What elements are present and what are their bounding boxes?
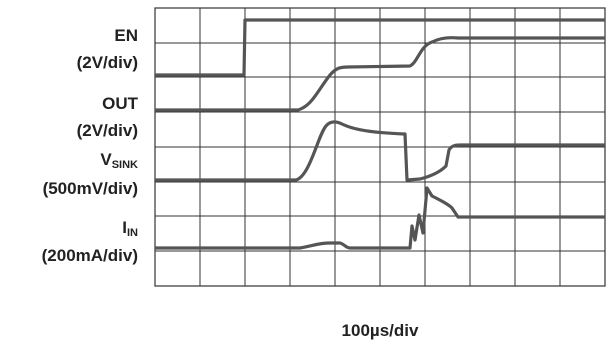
channel-name-sub: SINK: [112, 159, 138, 171]
channel-name: EN: [114, 26, 138, 45]
iin-trace: [155, 186, 605, 250]
en-trace: [155, 18, 605, 77]
channel-scale: (2V/div): [77, 53, 138, 72]
channel-name-sub: IN: [127, 227, 138, 239]
graticule: [154, 7, 606, 287]
channel-scale: (500mV/div): [43, 179, 138, 198]
vsink-trace: [155, 120, 605, 182]
channel-scale: (200mA/div): [42, 246, 138, 265]
out-trace: [155, 36, 605, 112]
channel-name: IIN: [122, 218, 138, 239]
channel-name-main: V: [100, 150, 112, 169]
channel-name: VSINK: [100, 150, 138, 171]
channel-scale: (2V/div): [77, 121, 138, 140]
time-scale: 100µs/div: [342, 321, 419, 340]
channel-name: OUT: [102, 94, 139, 113]
channel-name-main: I: [122, 218, 127, 237]
